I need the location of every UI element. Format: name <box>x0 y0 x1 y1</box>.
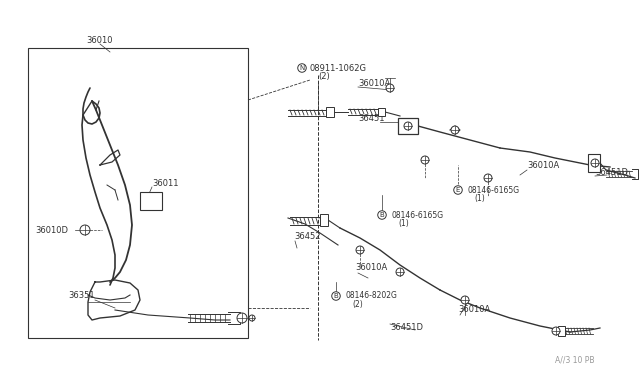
Text: 08911-1062G: 08911-1062G <box>310 64 367 73</box>
Text: 36011: 36011 <box>152 179 179 187</box>
Text: 08146-8202G: 08146-8202G <box>345 292 397 301</box>
Circle shape <box>484 174 492 182</box>
Text: (2): (2) <box>318 71 330 80</box>
Text: B: B <box>380 212 385 218</box>
Text: 36452: 36452 <box>294 231 321 241</box>
Text: 08146-6165G: 08146-6165G <box>391 211 443 219</box>
Circle shape <box>80 225 90 235</box>
Circle shape <box>356 246 364 254</box>
Bar <box>326 107 334 117</box>
Text: (1): (1) <box>474 193 484 202</box>
Text: (2): (2) <box>352 299 363 308</box>
Circle shape <box>421 156 429 164</box>
Circle shape <box>237 313 247 323</box>
Circle shape <box>451 126 459 134</box>
Text: 36451D: 36451D <box>595 167 628 176</box>
Circle shape <box>461 296 469 304</box>
Bar <box>398 118 418 134</box>
Bar <box>588 154 600 172</box>
Bar <box>140 192 162 210</box>
Text: E: E <box>456 187 460 193</box>
Circle shape <box>386 84 394 92</box>
Bar <box>28 48 248 338</box>
Text: 36010A: 36010A <box>458 305 490 314</box>
Text: A//3 10 PB: A//3 10 PB <box>555 356 595 365</box>
Bar <box>378 108 385 116</box>
Bar <box>320 214 328 226</box>
Text: 08146-6165G: 08146-6165G <box>467 186 519 195</box>
Circle shape <box>249 315 255 321</box>
Circle shape <box>552 327 560 335</box>
Text: 36451: 36451 <box>358 113 385 122</box>
Circle shape <box>404 122 412 130</box>
Text: 36010A: 36010A <box>527 160 559 170</box>
Bar <box>558 326 565 336</box>
Text: 36451D: 36451D <box>390 324 423 333</box>
Text: 36010A: 36010A <box>358 78 390 87</box>
Text: 36351: 36351 <box>68 291 95 299</box>
Text: 36010D: 36010D <box>35 225 68 234</box>
Circle shape <box>591 159 599 167</box>
Text: 36010: 36010 <box>87 35 113 45</box>
Text: (1): (1) <box>398 218 409 228</box>
Text: B: B <box>333 293 339 299</box>
Text: N: N <box>300 65 305 71</box>
Text: 36010A: 36010A <box>355 263 387 273</box>
Circle shape <box>396 268 404 276</box>
